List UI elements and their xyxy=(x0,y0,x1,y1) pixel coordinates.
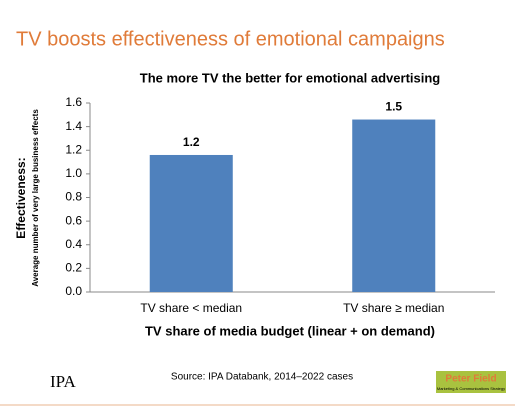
x-tick-label: TV share ≥ median xyxy=(343,301,444,315)
data-label: 1.5 xyxy=(385,100,402,114)
logo-peter-field: Peter Field xyxy=(445,374,496,385)
chart-title: The more TV the better for emotional adv… xyxy=(140,70,441,85)
y-axis-label: Effectiveness: xyxy=(14,157,28,238)
x-axis-label: TV share of media budget (linear + on de… xyxy=(145,323,435,338)
x-tick-label: TV share < median xyxy=(140,301,242,315)
y-tick-label: 1.2 xyxy=(65,142,82,156)
bar xyxy=(352,119,436,292)
y-tick-label: 0.4 xyxy=(65,237,82,251)
y-tick-label: 0.8 xyxy=(65,190,82,204)
y-axis-note: Average number of very large business ef… xyxy=(31,109,40,287)
logo-note: Marketing & Communications Strategy xyxy=(437,386,505,391)
data-label: 1.2 xyxy=(183,135,200,149)
y-tick-label: 0.2 xyxy=(65,261,82,275)
bar xyxy=(149,154,233,292)
y-tick-label: 0.0 xyxy=(65,284,82,298)
source: Source: IPA Databank, 2014–2022 cases xyxy=(171,372,353,383)
logo-box xyxy=(436,371,506,393)
y-tick-label: 1.0 xyxy=(65,166,82,180)
y-tick-label: 1.4 xyxy=(65,119,82,133)
y-tick-label: 1.6 xyxy=(65,95,82,109)
logo-ipa: IPA xyxy=(50,372,77,391)
y-tick-label: 0.6 xyxy=(65,213,82,227)
slide-title: TV boosts effectiveness of emotional cam… xyxy=(16,28,445,50)
